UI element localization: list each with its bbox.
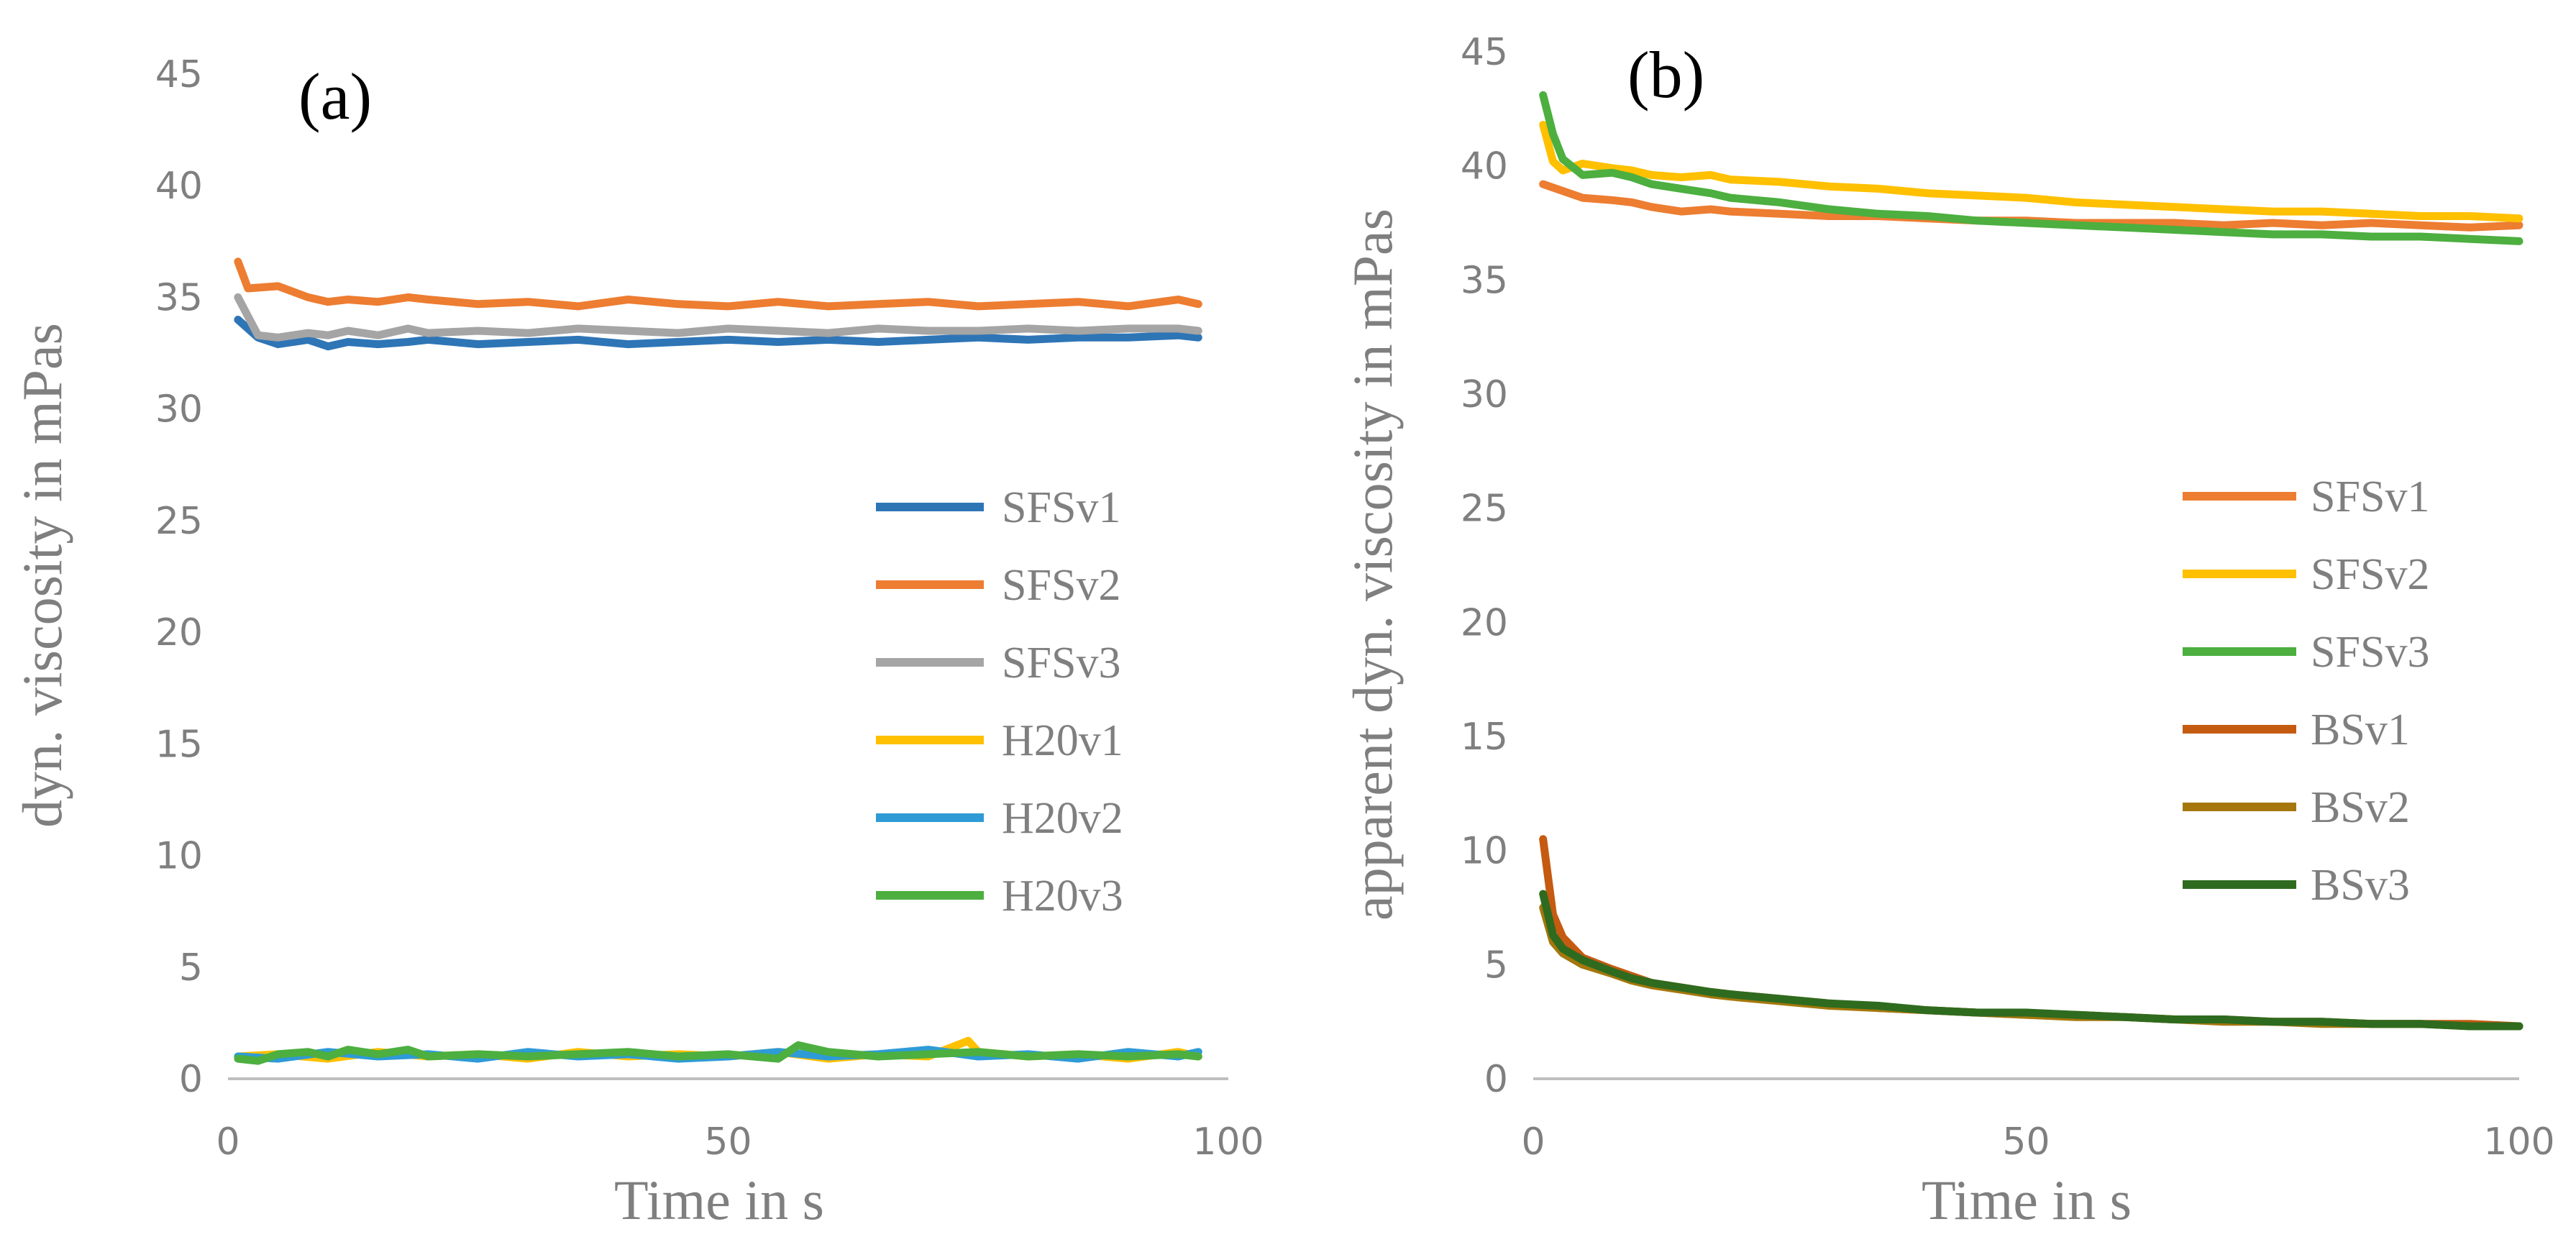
y-tick-label: 40	[155, 165, 203, 208]
y-tick-label: 35	[155, 276, 203, 319]
panel-b-legend[interactable]: SFSv1 SFSv2 SFSv3 BSv1 BSv2 BSv3	[2183, 472, 2429, 910]
y-tick-label: 25	[1461, 488, 1508, 531]
y-tick-label: 20	[155, 611, 203, 654]
panel-b-label: (b)	[1627, 38, 1704, 111]
y-tick-label: 0	[179, 1058, 203, 1101]
y-tick-label: 10	[155, 835, 203, 878]
series-line-bsv2	[1539, 903, 2524, 1031]
panel-a-x-title: Time in s	[614, 1169, 824, 1231]
y-tick-label: 45	[155, 53, 203, 96]
x-tick-label: 0	[1521, 1120, 1545, 1164]
legend-label: H20v2	[1002, 794, 1123, 843]
panel-a-legend[interactable]: SFSv1 SFSv2 SFSv3 H20v1 H20v2 H20v3	[876, 483, 1123, 921]
y-tick-label: 25	[155, 500, 203, 543]
legend-label: SFSv2	[2311, 550, 2429, 599]
legend-label: H20v1	[1002, 716, 1123, 765]
series-line-sfsv3	[234, 293, 1202, 342]
legend-label: H20v3	[1002, 872, 1123, 921]
legend-label: BSv2	[2311, 783, 2410, 832]
legend-label: BSv1	[2311, 706, 2410, 754]
series-line-sfsv1	[234, 316, 1202, 351]
y-tick-label: 40	[1461, 145, 1508, 188]
x-tick-label: 100	[2483, 1120, 2554, 1164]
series-line-h20v3	[234, 1041, 1202, 1065]
y-tick-label: 45	[1461, 31, 1508, 74]
x-tick-label: 0	[216, 1120, 239, 1164]
panel-b-x-ticks: 0 50 100	[1521, 1120, 2554, 1164]
series-line-bsv3	[1539, 890, 2524, 1031]
series-line-sfsv2	[1539, 121, 2524, 223]
panel-b-y-ticks: 0 5 10 15 20 25 30 35 40 45	[1461, 31, 1508, 1101]
legend-label: SFSv1	[2311, 472, 2429, 521]
y-tick-label: 30	[155, 388, 203, 431]
panel-a-label: (a)	[298, 60, 372, 133]
x-tick-label: 100	[1192, 1120, 1264, 1164]
y-tick-label: 15	[155, 723, 203, 766]
panel-a-series	[234, 257, 1202, 1065]
y-tick-label: 5	[179, 946, 203, 990]
y-tick-label: 15	[1461, 716, 1508, 759]
panel-b-y-title: apparent dyn. viscosity in mPas	[1341, 209, 1404, 921]
panel-b-x-title: Time in s	[1922, 1169, 2132, 1231]
y-tick-label: 30	[1461, 373, 1508, 416]
panel-b-chart: (b) 0 5 10 15 20 25 30 35 40 45 0 50 100 SFSv1 SFSv2…	[1341, 31, 2555, 1231]
panel-b-series	[1539, 91, 2524, 1031]
legend-label: SFSv3	[1002, 639, 1120, 688]
y-tick-label: 35	[1461, 259, 1508, 302]
legend-label: SFSv3	[2311, 628, 2429, 677]
y-tick-label: 20	[1461, 601, 1508, 644]
y-tick-label: 5	[1484, 944, 1508, 987]
legend-label: SFSv2	[1002, 561, 1120, 610]
panel-a-chart: (a) 0 5 10 15 20 25 30 35 40 45 0 50 100 SFSv1 SFSv2…	[11, 53, 1264, 1231]
y-tick-label: 0	[1484, 1058, 1508, 1101]
series-line-sfsv2	[234, 257, 1202, 311]
series-line-sfsv3	[1539, 91, 2524, 245]
y-tick-label: 10	[1461, 830, 1508, 873]
legend-label: BSv3	[2311, 861, 2410, 910]
legend-label: SFSv1	[1002, 483, 1120, 532]
panel-a-y-title: dyn. viscosity in mPas	[11, 323, 73, 828]
panel-a-y-ticks: 0 5 10 15 20 25 30 35 40 45	[155, 53, 203, 1101]
x-tick-label: 50	[704, 1120, 752, 1164]
x-tick-label: 50	[2002, 1120, 2050, 1164]
panel-a-x-ticks: 0 50 100	[216, 1120, 1264, 1164]
